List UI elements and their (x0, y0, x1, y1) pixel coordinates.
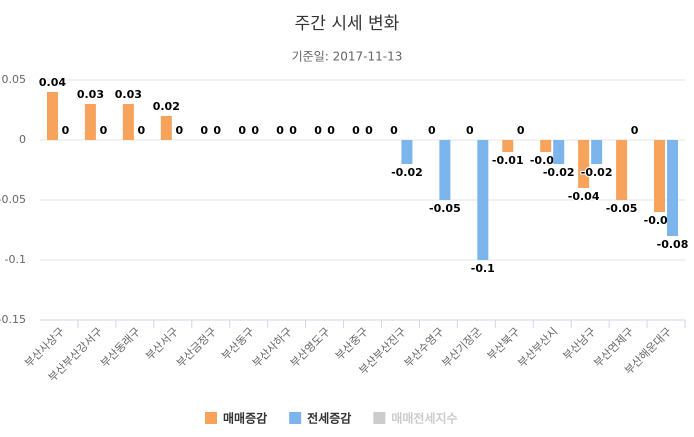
data-label: 0.03 (77, 88, 104, 101)
legend-swatch (289, 412, 302, 424)
data-label: -0.05 (606, 202, 638, 215)
data-label: 0 (238, 124, 246, 137)
y-tick-label: 0.05 (2, 73, 27, 86)
data-label: 0 (289, 124, 297, 137)
data-label: 0.03 (115, 88, 142, 101)
chart-subtitle: 기준일: 2017-11-13 (292, 50, 403, 64)
bar (540, 140, 552, 152)
y-tick-label: -0.1 (5, 253, 26, 266)
data-label: 0.04 (39, 76, 66, 89)
data-label: 0 (138, 124, 146, 137)
data-label: 0 (365, 124, 373, 137)
bar (578, 140, 590, 188)
data-label: 0 (200, 124, 208, 137)
data-label: -0.08 (657, 238, 689, 251)
data-label: 0 (352, 124, 360, 137)
bar (122, 104, 134, 140)
data-label: -0.02 (581, 166, 613, 179)
legend-swatch (373, 412, 386, 424)
data-label: 0 (517, 124, 525, 137)
x-tick-label: 부산영도구 (288, 325, 333, 370)
y-tick-label: 0 (19, 133, 26, 146)
data-label: -0.04 (568, 190, 600, 203)
data-label: 0 (213, 124, 221, 137)
bar (616, 140, 628, 200)
data-label: 0 (251, 124, 259, 137)
x-tick-label: 부산중구 (333, 325, 371, 363)
data-label: 0 (314, 124, 322, 137)
data-label: 0 (327, 124, 335, 137)
bar (401, 140, 413, 164)
bar (46, 92, 58, 140)
x-tick-label: 부산남구 (561, 325, 599, 363)
bar (654, 140, 666, 212)
bar (591, 140, 603, 164)
bar (553, 140, 565, 164)
data-label: 0 (175, 124, 183, 137)
data-label: 0 (62, 124, 70, 137)
data-label: 0 (100, 124, 108, 137)
data-label: -0.02 (391, 166, 423, 179)
x-tick-label: 부산부산시 (515, 325, 560, 370)
bar (502, 140, 514, 152)
bar (160, 116, 172, 140)
x-tick-label: 부산북구 (485, 325, 523, 363)
legend-label[interactable]: 전세증감 (307, 411, 351, 426)
bar (84, 104, 96, 140)
y-tick-label: -0.05 (0, 193, 26, 206)
bar (667, 140, 679, 236)
x-tick-label: 부산기장군 (440, 325, 485, 370)
y-tick-label: -0.15 (0, 313, 26, 326)
data-label: -0.05 (429, 202, 461, 215)
x-tick-label: 부산수영구 (402, 325, 447, 370)
data-label: 0.02 (153, 100, 180, 113)
x-tick-label: 부산서구 (143, 325, 181, 363)
data-label: -0.02 (543, 166, 575, 179)
data-label: -0.1 (471, 262, 495, 275)
x-tick-label: 부산사하구 (249, 324, 295, 370)
bar (477, 140, 489, 260)
legend-label[interactable]: 매매증감 (223, 411, 267, 426)
x-tick-label: 부산금정구 (174, 325, 219, 370)
data-label: 0 (390, 124, 398, 137)
legend-swatch (205, 412, 217, 424)
x-tick-label: 부산동구 (219, 325, 257, 363)
data-label: 0 (276, 124, 284, 137)
x-tick-label: 부산동래구 (98, 325, 143, 370)
legend-label[interactable]: 매매전세지수 (391, 411, 457, 426)
chart-title: 주간 시세 변화 (295, 14, 400, 34)
data-label: 0 (466, 124, 474, 137)
data-label: 0 (631, 124, 639, 137)
bar (439, 140, 451, 200)
data-label: -0.01 (492, 154, 524, 167)
data-label: 0 (428, 124, 436, 137)
